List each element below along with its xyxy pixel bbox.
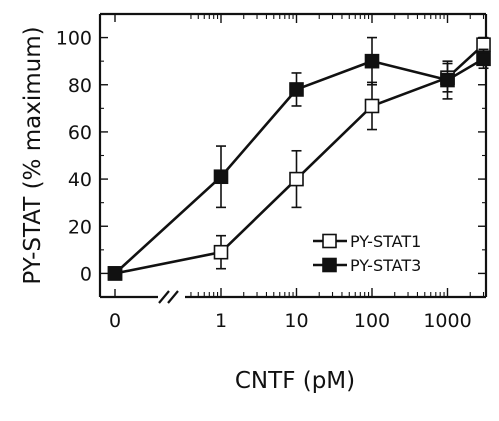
data-point (289, 82, 304, 97)
x-axis: 0 1 10 100 1000 (109, 14, 485, 332)
x-tick-label: 10 (284, 310, 308, 332)
data-point (213, 244, 229, 260)
legend-label: PY-STAT1 (350, 232, 421, 251)
x-tick-label: 0 (109, 310, 121, 332)
y-tick-label: 20 (68, 216, 92, 238)
series-layer (107, 36, 491, 281)
series-py-stat1 (107, 36, 491, 281)
data-point (364, 98, 380, 114)
legend-marker (322, 257, 337, 273)
data-point (107, 266, 123, 281)
plot-frame (98, 12, 488, 304)
legend: PY-STAT1 PY-STAT3 (313, 232, 421, 275)
data-point (213, 169, 229, 185)
data-point (440, 72, 455, 88)
legend-label: PY-STAT3 (350, 256, 421, 275)
y-axis-title: PY-STAT (% maximum) (20, 26, 46, 284)
x-tick-label: 1 (215, 310, 227, 332)
x-axis-title: CNTF (pM) (235, 368, 355, 394)
x-tick-label: 1000 (423, 310, 471, 332)
legend-marker (322, 233, 337, 249)
series-line (114, 43, 485, 275)
axis-break-mark (167, 290, 179, 304)
y-tick-label: 0 (80, 263, 92, 285)
y-tick-label: 60 (68, 122, 92, 144)
axis-break-mark (158, 290, 170, 304)
y-axis: 0 20 40 60 80 100 (56, 28, 486, 285)
y-tick-label: 100 (56, 28, 92, 50)
data-point (289, 171, 304, 187)
data-point (476, 51, 491, 67)
data-point (364, 53, 380, 69)
y-tick-label: 80 (68, 75, 92, 97)
x-tick-label: 100 (354, 310, 390, 332)
y-tick-label: 40 (68, 169, 92, 191)
series-py-stat3 (107, 36, 491, 281)
